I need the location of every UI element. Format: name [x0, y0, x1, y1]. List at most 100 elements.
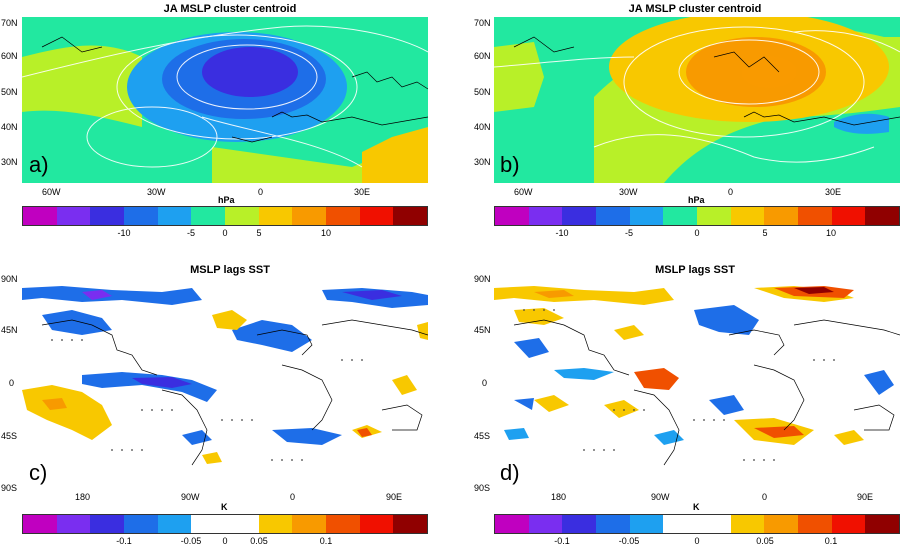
panel-c-ytick: 90N [1, 274, 18, 284]
panel-d-colorbar [494, 514, 900, 534]
panel-c-cbtick: 0 [222, 536, 228, 546]
panel-d-ytick: 90S [474, 483, 491, 493]
panel-c-map [22, 280, 428, 488]
panel-d-cbtick: -0.05 [618, 536, 640, 546]
colorbar-swatch [56, 207, 91, 225]
panel-b-ytick: 30N [474, 157, 491, 167]
colorbar-swatch [157, 207, 192, 225]
panel-c-cbtick: -0.05 [180, 536, 202, 546]
colorbar-swatch [326, 515, 360, 533]
panel-a-cbtick: 10 [320, 228, 332, 238]
colorbar-swatch [764, 207, 799, 225]
colorbar-swatch [562, 207, 597, 225]
panel-c-cbtick: 0.1 [319, 536, 333, 546]
panel-a-colorbar [22, 206, 428, 226]
colorbar-swatch [596, 515, 630, 533]
panel-c-ytick: 90S [1, 483, 18, 493]
colorbar-swatch [663, 515, 698, 533]
colorbar-swatch [359, 207, 394, 225]
panel-a-xtick: 60W [42, 187, 61, 197]
panel-d-cbtick: 0.1 [824, 536, 838, 546]
colorbar-swatch [292, 207, 327, 225]
panel-b-xtick: 30W [619, 187, 638, 197]
colorbar-swatch [596, 207, 630, 225]
colorbar-swatch [258, 515, 293, 533]
panel-c-ytick: 45S [1, 431, 18, 441]
panel-d-xtick: 180 [551, 492, 567, 502]
panel-c-xtick: 0 [290, 492, 296, 502]
panel-b-ytick: 40N [474, 122, 491, 132]
panel-a-xtick: 0 [258, 187, 264, 197]
colorbar-swatch [495, 207, 529, 225]
panel-a-ytick: 70N [1, 18, 18, 28]
colorbar-swatch [629, 207, 664, 225]
panel-d-ytick: 0 [482, 378, 488, 388]
panel-d-ytick: 45S [474, 431, 491, 441]
colorbar-swatch [831, 207, 866, 225]
panel-c-ytick: 45N [1, 325, 18, 335]
colorbar-swatch [124, 515, 158, 533]
colorbar-swatch [292, 515, 327, 533]
colorbar-swatch [23, 207, 57, 225]
panel-a-ytick: 30N [1, 157, 18, 167]
colorbar-swatch [326, 207, 360, 225]
panel-d-cbtick: -0.1 [554, 536, 570, 546]
panel-a-xtick: 30E [354, 187, 371, 197]
panel-b-xtick: 30E [825, 187, 842, 197]
panel-a-cbtick: 0 [222, 228, 228, 238]
colorbar-swatch [359, 515, 394, 533]
colorbar-swatch [90, 515, 125, 533]
panel-d-label: d) [500, 460, 520, 485]
panel-a-title: JA MSLP cluster centroid [163, 3, 297, 15]
colorbar-swatch [393, 207, 428, 225]
colorbar-swatch [730, 207, 765, 225]
panel-b-cbtick: -5 [624, 228, 634, 238]
colorbar-swatch [90, 207, 125, 225]
colorbar-swatch [562, 515, 597, 533]
panel-d-xtick: 90E [857, 492, 874, 502]
panel-b-colorbar [494, 206, 900, 226]
panel-b-cbtick: 0 [694, 228, 700, 238]
panel-b-cbtick: 10 [825, 228, 837, 238]
panel-c-label: c) [29, 460, 48, 485]
panel-b-unit: hPa [688, 195, 705, 205]
panel-a-ytick: 60N [1, 51, 18, 61]
panel-a-ytick: 50N [1, 87, 18, 97]
panel-b-title: JA MSLP cluster centroid [628, 3, 762, 15]
panel-c-cbtick: -0.1 [116, 536, 132, 546]
colorbar-swatch [798, 207, 832, 225]
panel-b-cbtick: 5 [762, 228, 768, 238]
panel-a-xtick: 30W [147, 187, 166, 197]
panel-c-unit: K [221, 502, 228, 512]
panel-c-xtick: 90W [181, 492, 200, 502]
panel-b-cbtick: -10 [555, 228, 569, 238]
colorbar-swatch [23, 515, 57, 533]
colorbar-swatch [124, 207, 158, 225]
panel-c-colorbar [22, 514, 428, 534]
panel-b-ytick: 60N [474, 51, 491, 61]
colorbar-swatch [831, 515, 866, 533]
panel-b-xtick: 0 [728, 187, 734, 197]
colorbar-swatch [730, 515, 765, 533]
panel-b-map [494, 17, 900, 183]
panel-d-cbtick: 0.05 [756, 536, 774, 546]
panel-b-ytick: 50N [474, 87, 491, 97]
panel-c-title: MSLP lags SST [190, 264, 270, 276]
colorbar-swatch [495, 515, 529, 533]
panel-c-cbtick: 0.05 [250, 536, 268, 546]
panel-c-xtick: 90E [386, 492, 403, 502]
panel-a-map [22, 17, 428, 183]
panel-b-xtick: 60W [514, 187, 533, 197]
colorbar-swatch [663, 207, 698, 225]
colorbar-swatch [764, 515, 799, 533]
panel-a-ytick: 40N [1, 122, 18, 132]
panel-d-xtick: 0 [762, 492, 768, 502]
colorbar-swatch [629, 515, 664, 533]
panel-b-ytick: 70N [474, 18, 491, 28]
colorbar-swatch [865, 515, 900, 533]
colorbar-swatch [56, 515, 91, 533]
panel-d-map [494, 280, 900, 488]
panel-d-cbtick: 0 [694, 536, 700, 546]
panel-a-cbtick: -5 [186, 228, 196, 238]
panel-d-xtick: 90W [651, 492, 670, 502]
